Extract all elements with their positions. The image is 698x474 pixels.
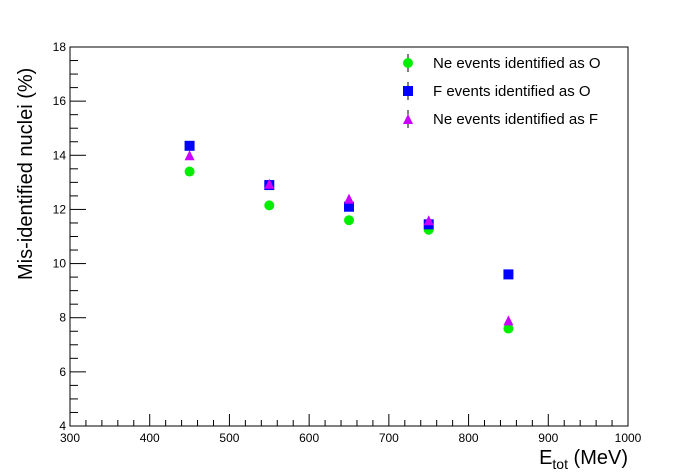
legend-marker-triangle bbox=[403, 114, 413, 124]
legend-label: Ne events identified as F bbox=[433, 111, 598, 128]
y-tick-label: 16 bbox=[53, 94, 67, 108]
data-point-circle bbox=[264, 200, 275, 211]
x-tick-label: 600 bbox=[299, 431, 319, 445]
x-tick-label: 500 bbox=[219, 431, 239, 445]
data-marks bbox=[184, 140, 514, 334]
y-tick-label: 12 bbox=[53, 202, 67, 216]
y-tick-label: 14 bbox=[53, 148, 67, 162]
x-axis-title-main: E bbox=[539, 447, 552, 469]
legend-marker-circle bbox=[403, 58, 413, 68]
data-point-square bbox=[503, 269, 514, 280]
x-tick-label: 1000 bbox=[615, 431, 642, 445]
x-axis-title-sub: tot bbox=[552, 456, 568, 472]
data-point-triangle bbox=[344, 193, 354, 204]
data-point-triangle bbox=[503, 315, 514, 326]
data-point-triangle bbox=[423, 215, 434, 226]
data-point-circle bbox=[184, 166, 195, 177]
data-point-triangle bbox=[264, 178, 275, 189]
legend-label: Ne events identified as O bbox=[433, 55, 601, 72]
legend-marker-square bbox=[403, 86, 413, 96]
x-tick-label: 300 bbox=[60, 431, 80, 445]
y-axis-title: Mis-identified nuclei (%) bbox=[15, 68, 37, 280]
data-point-circle bbox=[344, 215, 354, 226]
x-tick-label: 900 bbox=[538, 431, 558, 445]
data-point-square bbox=[344, 201, 354, 212]
y-tick-label: 8 bbox=[59, 311, 66, 325]
x-tick-label: 400 bbox=[140, 431, 160, 445]
y-tick-label: 10 bbox=[53, 257, 67, 271]
x-tick-label: 700 bbox=[379, 431, 399, 445]
data-point-circle bbox=[503, 323, 514, 334]
y-tick-label: 4 bbox=[59, 419, 66, 433]
data-point-square bbox=[184, 140, 195, 151]
x-axis-title-unit: (MeV) bbox=[568, 447, 628, 469]
data-point-triangle bbox=[184, 150, 195, 161]
x-tick-label: 800 bbox=[459, 431, 479, 445]
axes: 300 400 500 600 700 800 900 1000 4 6 8 10 12 14 16 18 bbox=[53, 40, 642, 445]
x-axis-title: Etot (MeV) bbox=[539, 447, 628, 472]
y-tick-label: 6 bbox=[59, 365, 66, 379]
plot-frame bbox=[69, 46, 629, 427]
y-tick-label: 18 bbox=[53, 40, 67, 54]
legend-label: F events identified as O bbox=[433, 83, 591, 100]
legend: Ne events identified as O F events identi… bbox=[403, 54, 601, 128]
